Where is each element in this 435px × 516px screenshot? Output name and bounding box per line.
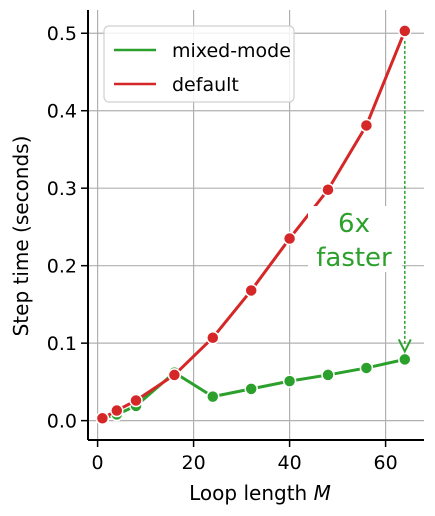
data-point-default <box>167 368 182 382</box>
y-axis-label: Step time (seconds) <box>9 136 33 337</box>
data-point-default <box>206 330 220 345</box>
x-tick-label: 0 <box>92 452 104 474</box>
x-axis-label-variable: M <box>314 481 331 505</box>
data-point-default <box>321 182 335 197</box>
x-tick-label: 20 <box>182 452 206 474</box>
annotation-line-1: 6x <box>338 209 370 239</box>
axes: 0 20 40 60 0.0 0.1 0.2 0.3 0.4 0.5 <box>47 10 424 474</box>
annotation-line-2: faster <box>316 243 392 273</box>
y-tick-label: 0.4 <box>47 101 77 123</box>
series-line-default <box>101 30 407 420</box>
speedup-arrow-head <box>397 338 412 354</box>
data-point-default <box>244 283 258 298</box>
x-axis-label: Loop length M <box>189 481 331 505</box>
x-tick-label: 60 <box>374 452 398 474</box>
data-point-mixed-mode <box>282 374 297 388</box>
series-default <box>95 24 412 426</box>
data-point-default <box>129 393 143 408</box>
data-point-mixed-mode <box>321 368 335 382</box>
data-point-mixed-mode <box>206 389 220 404</box>
x-axis-label-text: Loop length <box>189 481 307 505</box>
data-point-mixed-mode <box>244 382 258 396</box>
data-point-mixed-mode <box>398 352 412 367</box>
y-tick-label: 0.0 <box>47 411 77 433</box>
legend-label-default: default <box>172 74 239 96</box>
data-point-default <box>398 24 412 38</box>
speedup-annotation: 6x faster <box>308 40 412 354</box>
data-point-mixed-mode <box>359 361 374 375</box>
series-line-mixed-mode <box>102 357 406 420</box>
data-point-default <box>359 118 374 133</box>
y-tick-label: 0.3 <box>47 178 77 200</box>
y-tick-label: 0.1 <box>47 333 77 355</box>
data-point-default <box>95 411 110 426</box>
annotation-backdrop <box>308 206 402 272</box>
series-layer <box>95 24 412 426</box>
y-tick-label: 0.2 <box>47 256 77 278</box>
legend-label-mixed-mode: mixed-mode <box>172 40 291 62</box>
data-point-default <box>282 231 297 246</box>
x-tick-label: 40 <box>278 452 302 474</box>
data-point-default <box>110 403 124 418</box>
y-tick-label: 0.5 <box>47 23 77 45</box>
legend: mixed-mode default <box>103 25 295 103</box>
series-mixed-mode <box>95 352 412 426</box>
